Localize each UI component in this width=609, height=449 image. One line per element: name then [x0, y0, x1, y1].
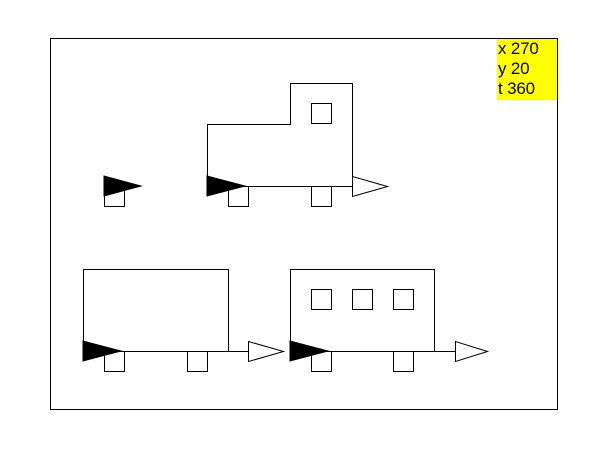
white-arrow-icon	[352, 175, 390, 198]
readout-x-value: 270	[510, 39, 539, 58]
black-triangle-turtle-icon	[289, 340, 330, 362]
locomotive-cab-window	[311, 103, 332, 124]
readout-y-row: y 20	[498, 59, 557, 79]
readout-t-label: t	[498, 79, 503, 98]
locomotive	[206, 83, 390, 207]
black-triangle-turtle-icon	[103, 175, 143, 197]
readout-y-label: y	[498, 59, 507, 78]
readout-y-value: 20	[510, 59, 530, 78]
passenger-car-window	[352, 289, 373, 310]
passenger-car-window	[311, 289, 332, 310]
readout-x-row: x 270	[498, 39, 557, 59]
black-triangle-turtle-icon	[82, 340, 123, 362]
turtle-state-readout: x 270 y 20 t 360	[497, 39, 557, 100]
readout-x-label: x	[498, 39, 507, 58]
passenger-car	[289, 269, 490, 372]
readout-t-row: t 360	[498, 79, 557, 99]
boxcar-body	[83, 269, 229, 352]
passenger-car-window	[393, 289, 414, 310]
locomotive-rear-wheel	[311, 186, 332, 207]
passenger-car-body	[290, 269, 435, 352]
black-triangle-turtle-icon	[206, 175, 247, 197]
lone-turtle	[103, 175, 143, 207]
readout-t-value: 360	[507, 79, 535, 98]
boxcar	[82, 269, 286, 372]
passenger-car-rear-wheel	[393, 351, 414, 372]
boxcar-rear-wheel	[187, 351, 208, 372]
